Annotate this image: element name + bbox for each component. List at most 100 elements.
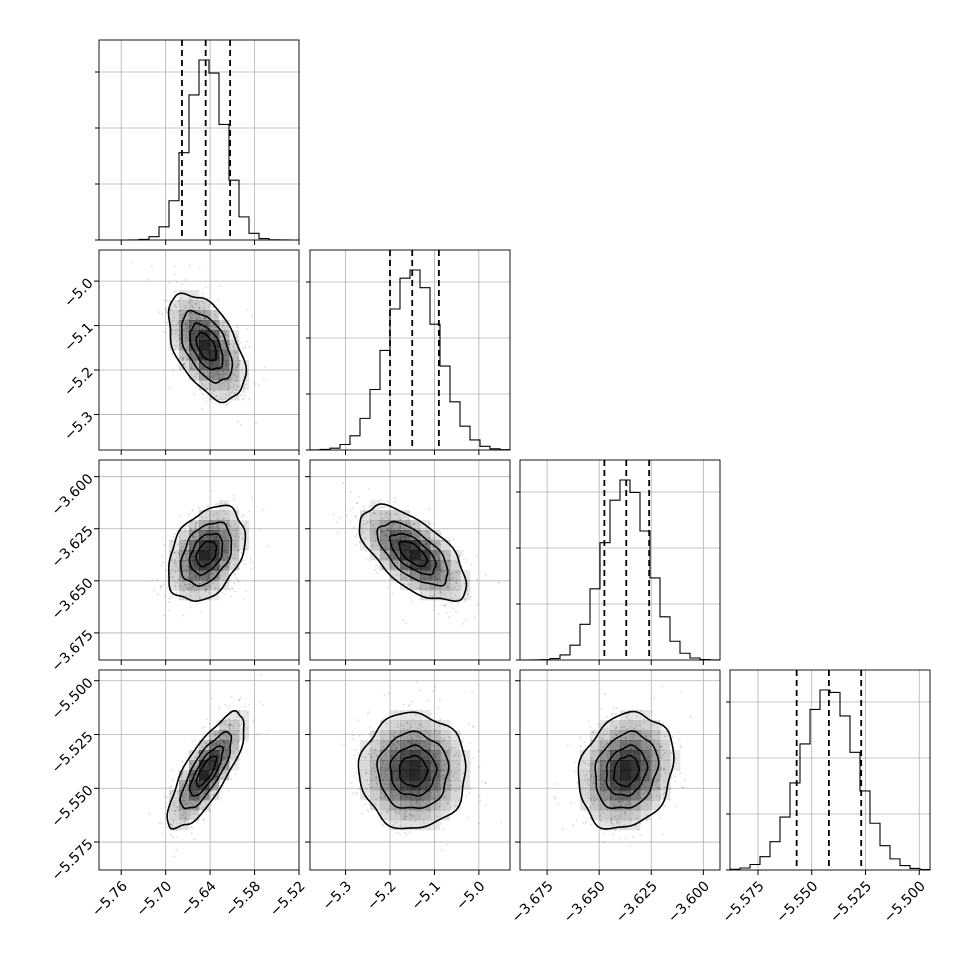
density-cell (209, 560, 220, 571)
sample-point (454, 754, 457, 756)
sample-point (461, 738, 464, 741)
sample-point (233, 498, 236, 500)
sample-point (612, 802, 615, 805)
sample-point (241, 723, 243, 726)
sample-point (352, 792, 354, 795)
sample-point (366, 779, 368, 782)
density-cell (199, 540, 210, 551)
sample-point (226, 735, 228, 738)
sample-point (397, 726, 399, 729)
density-cell (390, 790, 401, 801)
sample-point (368, 505, 370, 507)
sample-point (174, 551, 176, 554)
sample-point (384, 776, 387, 778)
sample-point (385, 545, 387, 548)
histogram-step-3 (729, 689, 931, 871)
sample-point (606, 808, 608, 811)
sample-point (382, 761, 384, 764)
sample-point (364, 802, 367, 805)
sample-point (203, 312, 206, 314)
sample-point (185, 599, 188, 601)
sample-point (434, 555, 436, 557)
sample-point (205, 589, 207, 592)
sample-point (626, 804, 628, 806)
sample-point (423, 821, 425, 824)
density-cell (370, 500, 381, 511)
sample-point (618, 801, 621, 803)
sample-point (229, 393, 232, 395)
xtick-label-0-3: −5.58 (223, 878, 265, 920)
sample-point (443, 828, 446, 830)
sample-point (468, 792, 471, 794)
sample-point (185, 278, 188, 281)
sample-point (425, 526, 427, 529)
sample-point (342, 482, 345, 485)
sample-point (222, 785, 224, 788)
sample-point (238, 710, 241, 712)
sample-point (375, 776, 378, 779)
density-cell (229, 550, 240, 561)
sample-point (386, 809, 389, 812)
density-cell (650, 780, 661, 791)
ytick-label-3-2: −5.525 (49, 729, 97, 777)
xtick-label-0-4: −5.52 (267, 878, 309, 920)
sample-point (200, 756, 203, 758)
sample-point (176, 543, 179, 546)
sample-point (174, 348, 177, 351)
sample-point (627, 713, 630, 716)
density-cell (600, 750, 611, 761)
density-cell (189, 550, 200, 561)
sample-point (410, 532, 413, 535)
contour-3-0-3 (195, 755, 218, 788)
sample-point (465, 795, 468, 797)
sample-point (385, 512, 388, 514)
sample-point (177, 330, 180, 332)
sample-point (441, 561, 444, 564)
sample-point (179, 548, 182, 551)
sample-point (384, 520, 387, 523)
sample-point (172, 369, 175, 372)
sample-point (227, 519, 229, 522)
sample-point (189, 595, 192, 598)
contour-3-2-1 (594, 730, 660, 810)
panel-frame-3-2 (519, 669, 721, 871)
sample-point (206, 375, 209, 377)
contour-3-1-3 (398, 754, 429, 788)
sample-point (217, 373, 219, 376)
xtick-label-1-3: −5.0 (453, 878, 488, 913)
sample-point (358, 734, 361, 737)
sample-point (191, 367, 194, 370)
sample-point (185, 569, 188, 571)
sample-point (171, 825, 174, 828)
sample-point (240, 368, 243, 371)
sample-point (403, 737, 406, 740)
sample-point (199, 306, 202, 309)
density-cell (450, 760, 461, 771)
sample-point (199, 317, 202, 320)
sample-point (461, 565, 463, 568)
sample-point (402, 527, 405, 530)
density-cell (390, 720, 401, 731)
sample-point (227, 705, 230, 708)
density-cell (229, 710, 240, 721)
sample-point (194, 800, 197, 802)
sample-point (369, 518, 372, 521)
sample-point (399, 525, 401, 528)
sample-point (363, 523, 365, 525)
sample-point (650, 792, 653, 795)
sample-point (409, 726, 412, 728)
sample-point (215, 511, 218, 514)
density-cell (380, 810, 391, 821)
sample-point (207, 585, 209, 587)
density-cell (229, 360, 240, 371)
sample-point (430, 713, 432, 716)
sample-point (183, 589, 186, 592)
density-cell (239, 710, 250, 721)
sample-point (234, 352, 237, 354)
sample-point (192, 768, 195, 771)
sample-point (239, 394, 242, 397)
sample-point (409, 533, 412, 536)
histogram-panel-2 (516, 459, 721, 661)
sample-point (605, 791, 607, 793)
sample-point (554, 797, 557, 800)
